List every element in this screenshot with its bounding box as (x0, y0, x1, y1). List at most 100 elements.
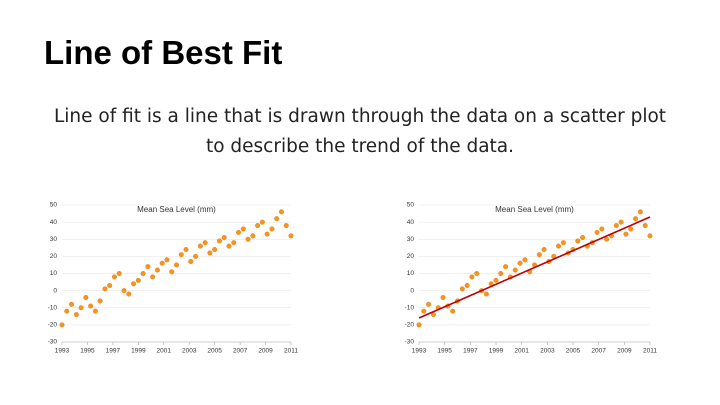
data-point (131, 281, 137, 287)
y-tick-label: 20 (407, 253, 415, 260)
data-point (283, 223, 289, 229)
data-point (226, 243, 232, 249)
data-point (628, 226, 634, 232)
data-point (421, 308, 427, 314)
x-tick-label: 2009 (258, 348, 273, 355)
x-tick-label: 1997 (106, 348, 121, 355)
data-point (240, 226, 246, 232)
data-point (633, 216, 639, 222)
data-point (642, 223, 648, 229)
data-point (193, 253, 199, 259)
y-tick-label: -10 (405, 304, 415, 311)
x-tick-label: 2001 (157, 348, 172, 355)
data-point (450, 308, 456, 314)
data-point (560, 240, 566, 246)
data-point (78, 305, 84, 311)
data-point (426, 301, 432, 307)
data-point (250, 233, 256, 239)
data-point (231, 240, 237, 246)
y-tick-label: 20 (50, 253, 58, 260)
data-point (92, 308, 98, 314)
y-tick-label: -30 (48, 339, 58, 346)
data-point (483, 291, 489, 297)
x-tick-label: 2009 (617, 348, 632, 355)
x-tick-label: 1993 (412, 348, 427, 355)
data-point (278, 209, 284, 215)
x-tick-label: 1999 (489, 348, 504, 355)
x-tick-label: 1997 (463, 348, 478, 355)
chart-title: Mean Sea Level (mm) (495, 205, 574, 214)
data-point (618, 219, 624, 225)
data-point (604, 236, 610, 242)
x-tick-label: 2001 (514, 348, 529, 355)
data-point (637, 209, 643, 215)
y-tick-label: 40 (407, 219, 415, 226)
data-point (580, 235, 586, 241)
data-point (107, 282, 113, 288)
data-point (541, 247, 547, 253)
data-point (269, 226, 275, 232)
x-tick-label: 1999 (131, 348, 146, 355)
y-tick-label: 0 (53, 287, 57, 294)
x-tick-label: 2007 (591, 348, 606, 355)
data-point (522, 257, 528, 263)
chart-title: Mean Sea Level (mm) (137, 205, 216, 214)
y-tick-label: 40 (50, 219, 58, 226)
data-point (169, 269, 175, 275)
data-point (493, 277, 499, 283)
data-point (512, 267, 518, 273)
y-tick-label: 50 (50, 202, 58, 209)
data-point (183, 247, 189, 253)
data-point (145, 264, 151, 270)
data-point (83, 294, 89, 300)
data-point (536, 252, 542, 258)
slide-body-text: Line of fit is a line that is drawn thro… (53, 106, 667, 157)
data-point (73, 312, 79, 318)
data-point (207, 250, 213, 256)
data-point (116, 271, 122, 277)
data-point (647, 233, 653, 239)
y-tick-label: 30 (407, 236, 415, 243)
data-point (623, 231, 629, 237)
data-point (575, 238, 581, 244)
data-point (274, 216, 280, 222)
data-point (164, 257, 170, 263)
data-point (464, 282, 470, 288)
y-tick-label: -30 (405, 339, 415, 346)
data-point (556, 243, 562, 249)
data-point (64, 308, 70, 314)
data-point (594, 229, 600, 235)
x-tick-label: 1995 (437, 348, 452, 355)
data-point (517, 260, 523, 266)
data-point (288, 233, 294, 239)
data-point (88, 303, 94, 309)
data-point (264, 231, 270, 237)
data-point (221, 235, 227, 241)
y-tick-label: 30 (50, 236, 58, 243)
data-point (236, 229, 242, 235)
data-point (459, 286, 465, 292)
x-tick-label: 2003 (540, 348, 555, 355)
y-tick-label: 0 (410, 287, 414, 294)
data-point (159, 260, 165, 266)
data-point (416, 322, 422, 328)
data-point (259, 219, 265, 225)
data-point (69, 301, 75, 307)
data-point (97, 298, 103, 304)
x-tick-label: 2007 (233, 348, 248, 355)
x-tick-label: 2005 (566, 348, 581, 355)
data-point (140, 271, 146, 277)
data-point (102, 286, 108, 292)
data-point (59, 322, 65, 328)
data-point (126, 291, 132, 297)
data-point (503, 264, 509, 270)
x-tick-label: 2003 (182, 348, 197, 355)
x-tick-label: 1995 (80, 348, 95, 355)
data-point (216, 238, 222, 244)
y-tick-label: -20 (405, 322, 415, 329)
data-point (599, 226, 605, 232)
y-tick-label: 50 (407, 202, 415, 209)
data-point (202, 240, 208, 246)
